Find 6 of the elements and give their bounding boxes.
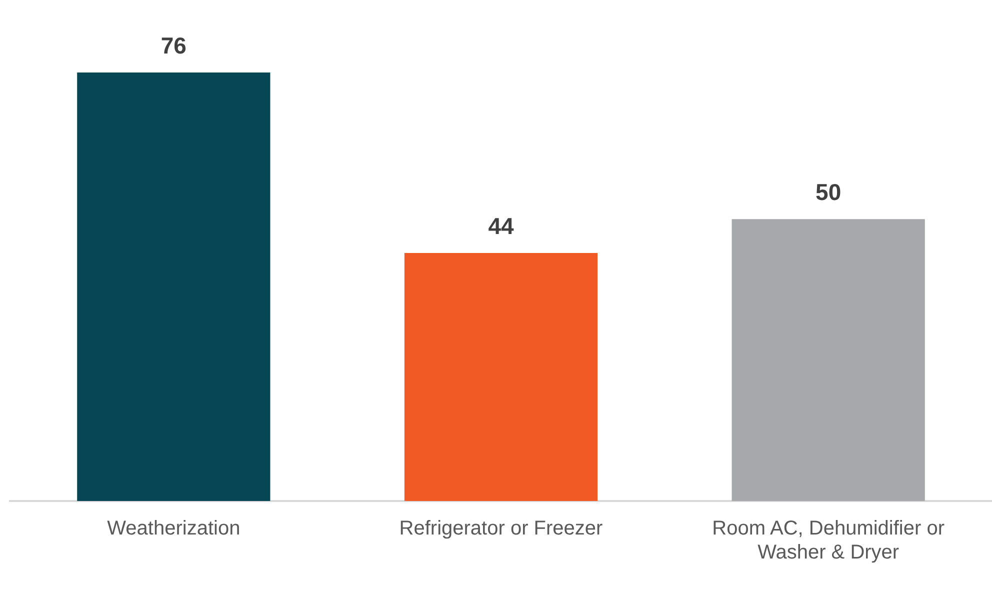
x-tick-label: Weatherization: [107, 518, 240, 540]
data-label: 44: [488, 212, 514, 239]
x-tick-label: Refrigerator or Freezer: [399, 518, 604, 540]
data-label: 76: [160, 32, 186, 58]
x-tick-label: Room AC, Dehumidifier or Washer & Dryer: [712, 518, 945, 564]
data-label: 50: [816, 178, 842, 205]
